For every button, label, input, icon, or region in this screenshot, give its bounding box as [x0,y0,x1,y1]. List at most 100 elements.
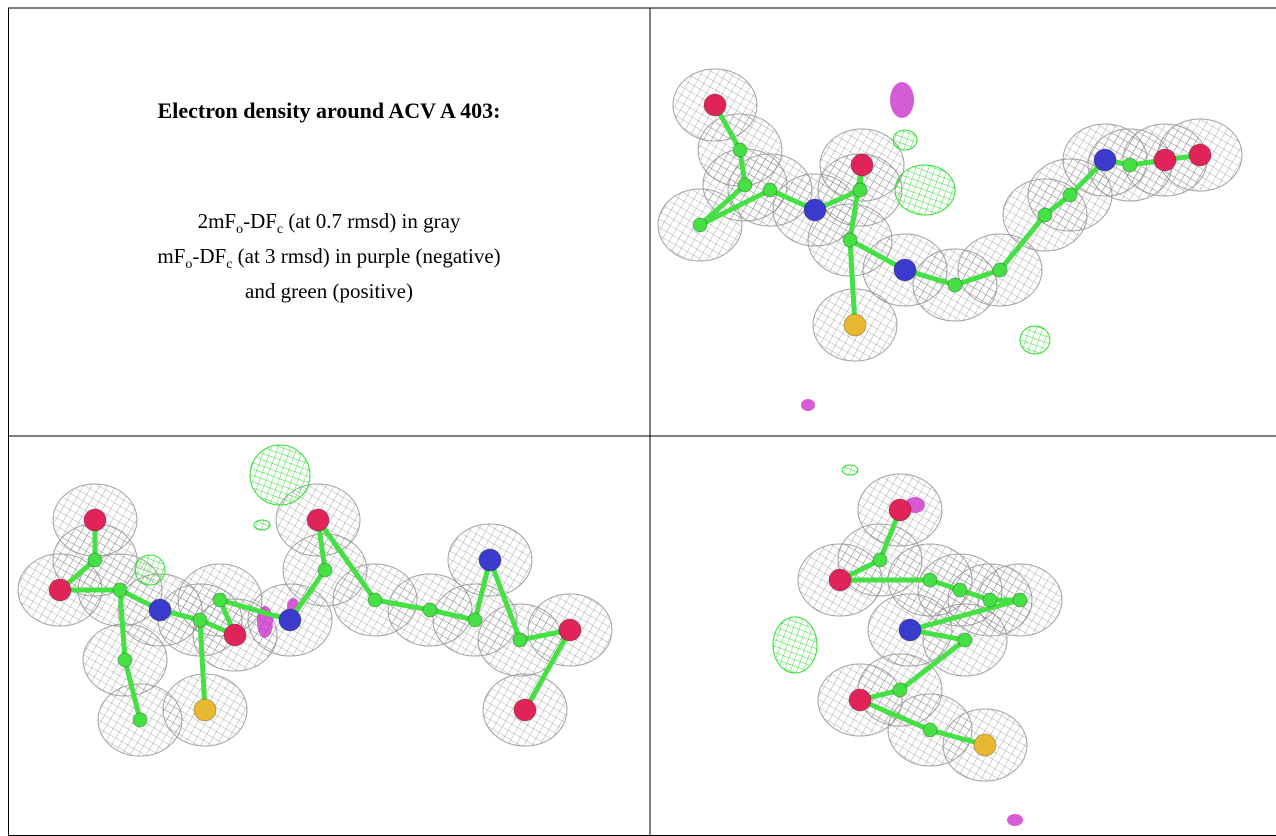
molecule-image [772,464,1063,826]
caption-line: and green (positive) [8,278,650,305]
atom [223,623,247,647]
bond [427,607,478,623]
bond [117,587,128,663]
atom [842,232,858,248]
positive-density [1019,325,1051,355]
bond [952,267,1003,288]
bond [372,597,433,613]
atom [888,498,912,522]
atom [132,712,148,728]
text: (at 0.7 rmsd) in gray [283,209,461,233]
atom [422,602,438,618]
atom [803,198,827,222]
subscript: o [236,222,244,238]
subscript: c [226,257,233,273]
atom [957,632,973,648]
atom [193,698,217,722]
positive-density [134,554,166,586]
text: and green (positive) [245,279,413,304]
bond [697,182,748,228]
atom [992,262,1008,278]
atom [848,688,872,712]
atom [306,508,330,532]
caption-line: mFo-DFc (at 3 rmsd) in purple (negative) [8,243,650,278]
atom [898,618,922,642]
atom [973,733,997,757]
atom [850,153,874,177]
atom [278,608,302,632]
atom [892,682,908,698]
atom [558,618,582,642]
bond [847,162,865,243]
positive-density [253,519,271,531]
atom [467,612,483,628]
atom [317,562,333,578]
subscript: c [276,222,284,238]
atom [982,592,998,608]
bond [847,237,858,328]
bond [122,657,143,723]
positive-density [841,464,859,476]
atom [762,182,778,198]
atom [478,548,502,572]
atom [512,632,528,648]
positive-density [772,616,818,674]
atom [852,182,868,198]
bond [315,517,378,603]
atom [893,258,917,282]
atom [843,313,867,337]
atom [1012,592,1028,608]
text: 2mF [197,209,237,233]
atom [87,552,103,568]
negative-density [890,82,914,118]
atom [212,592,228,608]
atom [1188,143,1212,167]
text: mF [157,244,186,269]
caption-title: Electron density around ACV A 403: [157,98,501,123]
atom [952,582,968,598]
bond [907,597,1023,633]
atom [737,177,753,193]
atom [83,508,107,532]
bond [997,212,1048,273]
caption-lines: 2mFo-DFc (at 0.7 rmsd) in gray mFo-DFc (… [8,208,650,305]
bond [857,697,933,733]
atom [117,652,133,668]
atom [112,582,128,598]
atom [922,722,938,738]
bond [522,627,573,713]
atom [692,217,708,233]
atom [192,612,208,628]
bond [697,187,773,228]
atom [48,578,72,602]
atom [1037,207,1053,223]
atom [703,93,727,117]
negative-density [1007,814,1023,826]
positive-density [892,129,918,151]
subscript: o [185,257,193,273]
text: -DF [243,209,277,233]
molecule-image [17,444,613,757]
atom [732,142,748,158]
atom [1153,148,1177,172]
positive-density [894,164,956,216]
atom [922,572,938,588]
bond [487,557,523,643]
atom [148,598,172,622]
bond [217,597,293,623]
atom [947,277,963,293]
text: -DF [192,244,227,269]
bond [197,617,208,713]
atom [872,552,888,568]
positive-density [249,444,311,506]
atom [513,698,537,722]
density-images [17,68,1243,826]
molecule-image [657,68,1243,411]
atom [1122,157,1138,173]
atom [1062,187,1078,203]
negative-density [801,399,815,411]
caption-line: 2mFo-DFc (at 0.7 rmsd) in gray [8,208,650,243]
atom [828,568,852,592]
